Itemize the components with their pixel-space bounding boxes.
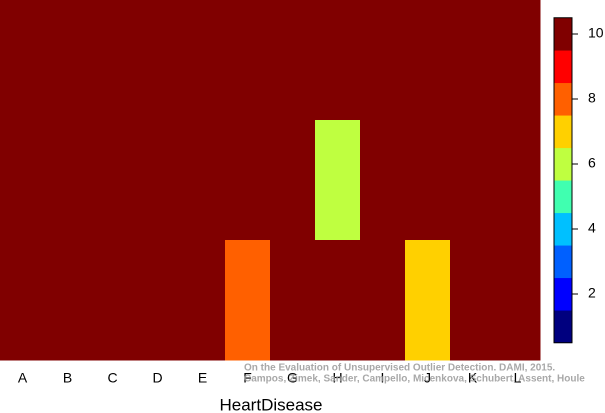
heatmap-cell: [405, 0, 451, 121]
x-tick-label: E: [198, 370, 207, 386]
heatmap-cell: [360, 240, 406, 361]
x-tick-label: I: [381, 370, 385, 386]
heatmap-cell: [270, 120, 316, 241]
heatmap-cell: [135, 0, 181, 121]
heatmap-cell: [180, 120, 226, 241]
colorbar-tick-label: 4: [588, 220, 596, 236]
x-tick-label: G: [287, 370, 298, 386]
heatmap-cell: [45, 0, 91, 121]
colorbar-band: [554, 310, 572, 344]
heatmap-cell: [495, 0, 541, 121]
heatmap-cell: [90, 0, 136, 121]
colorbar-band: [554, 180, 572, 214]
heatmap-cell: [225, 120, 271, 241]
colorbar-band: [554, 277, 572, 311]
heatmap-cell: [315, 240, 361, 361]
colorbar-tick-label: 10: [588, 25, 604, 41]
heatmap-cell: [405, 120, 451, 241]
watermark: Campos, Zimek, Sander, Campello, Micenko…: [244, 374, 585, 385]
heatmap-cell: [495, 120, 541, 241]
heatmap-cell: [180, 240, 226, 361]
colorbar-band: [554, 245, 572, 279]
colorbar-band: [554, 147, 572, 181]
x-tick-label: A: [18, 370, 28, 386]
heatmap-cell: [90, 240, 136, 361]
heatmap-cell: [315, 0, 361, 121]
x-tick-label: L: [514, 370, 522, 386]
colorbar-band: [554, 212, 572, 246]
heatmap-cell: [270, 0, 316, 121]
x-tick-label: C: [107, 370, 117, 386]
x-tick-label: D: [152, 370, 162, 386]
heatmap-cell: [135, 240, 181, 361]
x-tick-label: F: [243, 370, 252, 386]
heatmap-cell: [180, 0, 226, 121]
heatmap-cell: [450, 120, 496, 241]
heatmap-cell: [360, 120, 406, 241]
colorbar-band: [554, 115, 572, 149]
colorbar-tick-label: 6: [588, 155, 596, 171]
x-axis-label: HeartDisease: [220, 395, 323, 413]
x-tick-label: H: [332, 370, 342, 386]
heatmap-cell: [270, 240, 316, 361]
heatmap-cell: [0, 120, 46, 241]
heatmap-cell: [0, 240, 46, 361]
x-tick-label: K: [468, 370, 478, 386]
heatmap-cell: [0, 0, 46, 121]
colorbar-tick-label: 8: [588, 90, 596, 106]
colorbar-band: [554, 82, 572, 116]
heatmap-cell: [225, 0, 271, 121]
heatmap-cell: [450, 240, 496, 361]
heatmap-cell: [360, 0, 406, 121]
x-tick-label: J: [424, 370, 431, 386]
watermark: On the Evaluation of Unsupervised Outlie…: [244, 363, 555, 374]
heatmap-cell: [405, 240, 451, 361]
heatmap-cell: [495, 240, 541, 361]
heatmap-cell: [315, 120, 361, 241]
heatmap-cell: [45, 240, 91, 361]
heatmap-cell: [450, 0, 496, 121]
colorbar-tick-label: 2: [588, 285, 596, 301]
heatmap-cell: [225, 240, 271, 361]
heatmap-cell: [45, 120, 91, 241]
x-tick-label: B: [63, 370, 72, 386]
colorbar-band: [554, 17, 572, 51]
heatmap-cell: [90, 120, 136, 241]
heatmap-cell: [135, 120, 181, 241]
colorbar-frame: [553, 17, 573, 344]
colorbar-band: [554, 50, 572, 84]
